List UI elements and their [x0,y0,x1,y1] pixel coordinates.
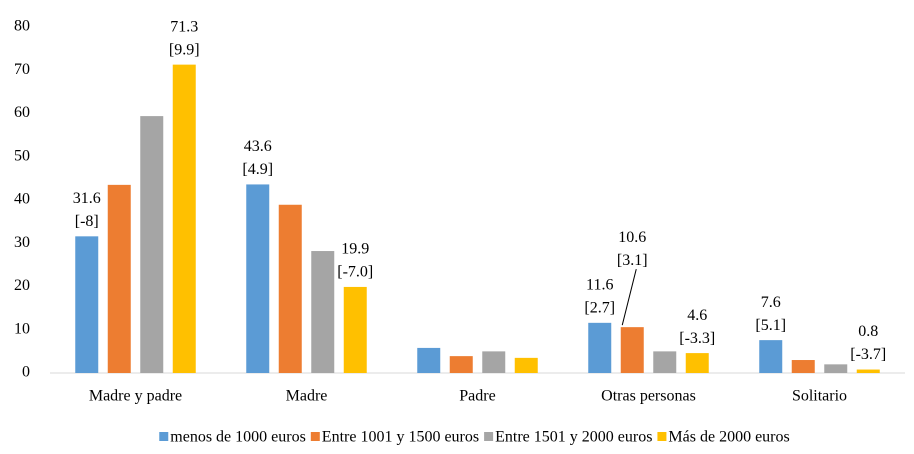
y-tick-label: 70 [14,61,30,78]
legend-label: menos de 1000 euros [170,429,306,446]
y-tick-label: 40 [14,191,30,208]
bar [588,322,612,373]
bar [75,236,99,373]
bar [449,356,473,373]
legend: menos de 1000 euros Entre 1001 y 1500 eur… [159,429,790,446]
y-tick-label: 60 [14,104,30,121]
data-label: 7.6 [761,294,781,311]
x-tick-label: Otras personas [601,388,696,405]
bar [172,64,196,373]
legend-swatch [484,432,494,441]
bar [107,184,131,373]
bar [653,351,677,373]
data-label: 10.6 [618,229,646,246]
data-label-bracket: [-3.3] [679,330,715,347]
bar [620,327,644,373]
legend-label: Entre 1001 y 1500 euros [322,429,479,446]
data-label-bracket: [9.9] [169,41,200,58]
data-label: 4.6 [687,307,707,324]
y-tick-label: 0 [22,364,30,381]
bar [514,357,538,373]
bar [759,340,783,373]
data-label: 19.9 [341,241,369,258]
data-label: 31.6 [73,190,101,207]
bar [824,364,848,373]
data-label-bracket: [-3.7] [850,346,886,363]
data-label: 71.3 [170,18,198,35]
data-label-bracket: [3.1] [617,252,648,269]
legend-swatch [310,432,320,441]
legend-label: Más de 2000 euros [668,429,789,446]
data-label-bracket: [5.1] [755,317,786,334]
data-label: 11.6 [586,277,613,294]
bar [246,184,270,373]
legend-swatch [657,432,667,441]
x-tick-label: Madre y padre [89,388,182,405]
data-label-bracket: [-7.0] [337,264,373,281]
legend-swatch [159,432,169,441]
bar [791,360,815,373]
bar [311,251,335,373]
bar [417,347,441,373]
data-label: 0.8 [858,323,878,340]
x-tick-label: Solitario [792,388,847,405]
data-label: 43.6 [244,138,272,155]
y-tick-label: 50 [14,147,30,164]
data-label-bracket: [2.7] [584,300,615,317]
leader-line [621,269,637,326]
data-label-bracket: [-8] [75,213,99,230]
bar [482,351,506,373]
bar [278,204,302,373]
y-tick-label: 20 [14,277,30,294]
bar [140,116,164,373]
bar [685,353,709,373]
bar [856,369,880,373]
y-tick-label: 10 [14,320,30,337]
y-tick-label: 80 [14,18,30,35]
y-tick-label: 30 [14,234,30,251]
bar [343,286,367,373]
x-tick-label: Madre [286,388,328,405]
data-label-bracket: [4.9] [242,161,273,178]
x-tick-label: Padre [459,388,495,405]
legend-label: Entre 1501 y 2000 euros [495,429,652,446]
